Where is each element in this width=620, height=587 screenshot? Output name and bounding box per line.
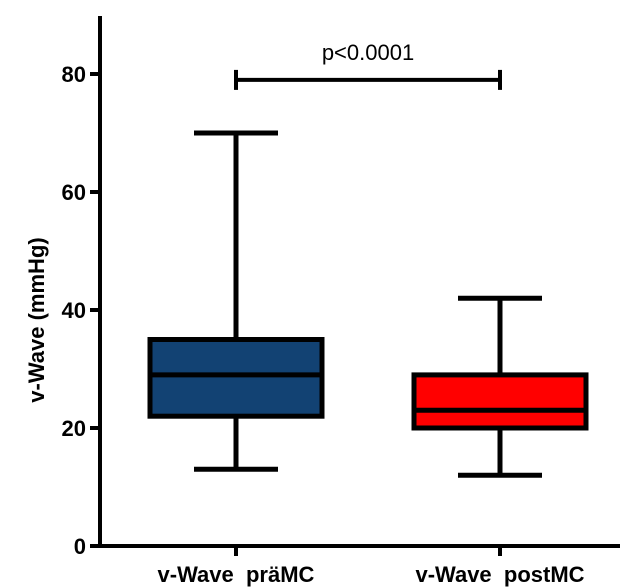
significance-annotation: p<0.0001 [234,40,502,90]
y-tick-label: 0 [74,534,86,559]
y-axis-title: v-Wave (mmHg) [24,237,49,402]
box-iqr [411,372,589,431]
box-iqr [147,337,325,419]
box-postmc [411,295,589,478]
labels-layer: 0 20 40 60 80 v-Wave präMC v-Wave postMC [62,62,585,587]
x-category-label: v-Wave postMC [415,562,584,587]
boxes-layer [147,130,589,478]
y-tick-label: 80 [62,62,86,87]
y-tick-label: 20 [62,416,86,441]
p-value-label: p<0.0001 [322,40,414,65]
box-pramc [147,130,325,472]
axes-layer [90,16,620,556]
x-category-label: v-Wave präMC [158,562,315,587]
y-tick-label: 40 [62,298,86,323]
y-tick-label: 60 [62,180,86,205]
